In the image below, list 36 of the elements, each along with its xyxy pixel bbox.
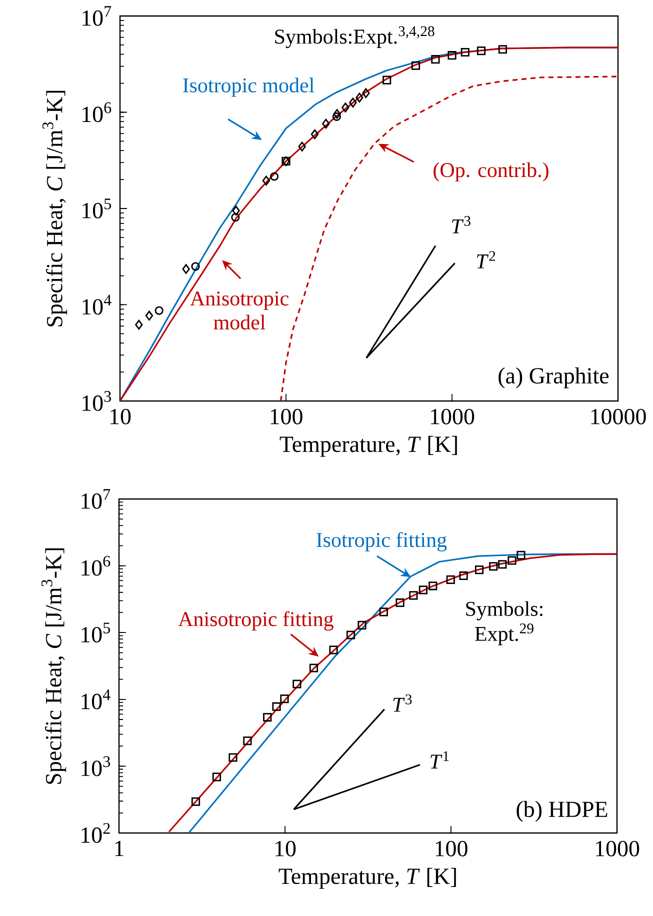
y-tick-label: 10$^{5}$ bbox=[82, 622, 110, 642]
y-tick-label: 10$^{7}$ bbox=[82, 489, 110, 509]
y-tick-label: 10$^{4}$ bbox=[82, 689, 110, 710]
x-tick-label: 10 bbox=[110, 408, 131, 424]
x-tick-label: 1000 bbox=[596, 840, 640, 856]
series-label: Isotropic fitting bbox=[316, 532, 447, 552]
x-axis-title: Temperature, T [K] bbox=[280, 436, 457, 457]
y-tick-label: 10$^{6}$ bbox=[82, 556, 110, 576]
y-tick-label: 10$^{7}$ bbox=[82, 6, 112, 26]
y-axis-title: Specific Heat, C [J/m$^{3}$-K] bbox=[42, 90, 68, 326]
x-axis-title: Temperature, T [K] bbox=[278, 868, 456, 889]
text: (Op. contrib.) bbox=[434, 162, 548, 182]
x-tick-label: 1 bbox=[115, 840, 124, 856]
series-label: T$^{2}$ bbox=[477, 251, 496, 268]
y-tick-label: 10$^{3}$ bbox=[82, 391, 112, 411]
x-tick-label: 10 bbox=[276, 840, 296, 856]
y-axis-title: Specific Heat, C [J/m$^{3}$-K] bbox=[42, 548, 66, 784]
x-tick-label: 100 bbox=[270, 408, 302, 424]
y-tick-label: 10$^{4}$ bbox=[82, 294, 112, 315]
series-label: T$^{3}$ bbox=[452, 216, 470, 234]
y-tick-label: 10$^{5}$ bbox=[82, 198, 112, 218]
y-tick-label: 10$^{6}$ bbox=[82, 102, 112, 122]
legend-label: Anisotropic model bbox=[190, 291, 288, 330]
annotation: Symbols: Expt.$^{29}$ bbox=[466, 601, 542, 646]
x-tick-label: 100 bbox=[436, 840, 468, 856]
series-label: T$^{3}$ bbox=[393, 694, 412, 712]
annotation: (a) Graphite bbox=[498, 367, 609, 388]
series-label: T$^{1}$ bbox=[430, 751, 449, 768]
x-tick-label: 10000 bbox=[591, 408, 646, 424]
annotation: (b) HDPE bbox=[516, 800, 608, 822]
series-label: Anisotropic fitting bbox=[178, 611, 334, 631]
annotation: Symbols:Expt.$^{3,4,28}$ bbox=[275, 26, 434, 48]
x-tick-label: 1000 bbox=[431, 408, 474, 424]
y-tick-label: 10$^{3}$ bbox=[82, 756, 110, 776]
y-tick-label: 10$^{2}$ bbox=[82, 823, 110, 843]
series-label: Isotropic model bbox=[183, 78, 314, 97]
